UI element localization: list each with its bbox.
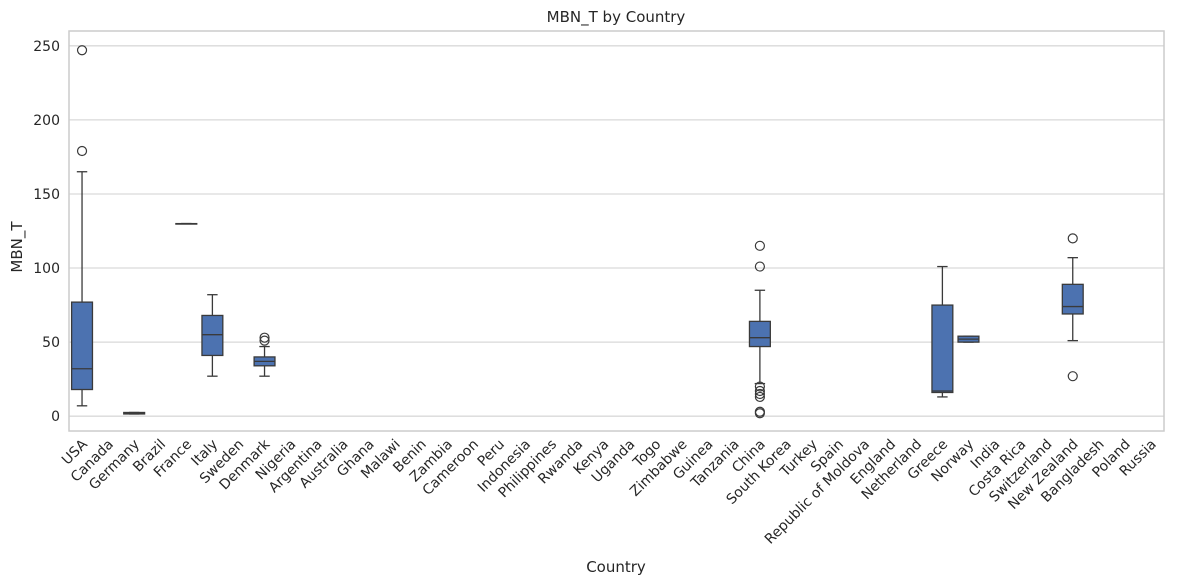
outlier-point [754, 391, 765, 403]
outlier-point [754, 388, 765, 400]
box-iqr [748, 320, 771, 348]
outlier-point [76, 145, 88, 157]
box-new-zealand [1061, 233, 1084, 382]
box-iqr [70, 301, 94, 391]
outlier-point [259, 335, 270, 346]
y-axis-title: MBN_T [8, 221, 27, 273]
outlier-point [1067, 371, 1078, 382]
y-tick-label: 0 [51, 409, 60, 425]
y-tick-label: 50 [42, 335, 60, 351]
outlier-point [1067, 233, 1078, 244]
box-iqr [1061, 283, 1084, 315]
box-germany [123, 411, 146, 415]
chart-title: MBN_T by Country [547, 8, 686, 27]
box-usa [70, 45, 94, 407]
outlier-point [754, 408, 765, 419]
y-tick-label: 100 [33, 261, 60, 277]
plot-frame [68, 30, 1165, 432]
box-iqr [931, 304, 954, 394]
y-tick-label: 250 [33, 39, 60, 55]
box-greece [931, 265, 954, 398]
outlier-point [754, 261, 765, 272]
y-tick-label: 150 [33, 187, 60, 203]
box-iqr [201, 314, 224, 357]
grid-lines [69, 45, 1164, 417]
outlier-point [754, 385, 765, 397]
box-france [175, 222, 198, 225]
box-italy [201, 294, 224, 377]
outlier-point [754, 381, 765, 392]
x-axis-title: Country [586, 558, 646, 576]
boxes [70, 45, 1084, 419]
box-china [748, 240, 771, 419]
x-axis-ticks: USACanadaGermanyBrazilFranceItalySwedenD… [59, 436, 1160, 548]
outlier-point [259, 332, 270, 343]
y-axis-ticks: 0 50 100 150 200 250 [33, 39, 60, 425]
box-denmark [253, 332, 276, 377]
outlier-point [76, 45, 88, 56]
outlier-point [754, 240, 765, 251]
box-norway [957, 335, 980, 343]
y-tick-label: 200 [33, 113, 60, 129]
